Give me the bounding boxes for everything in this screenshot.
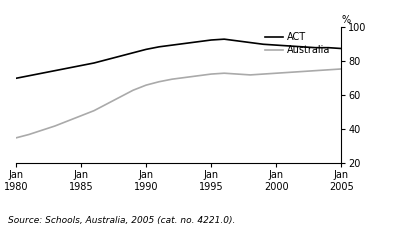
Australia: [52, 125, 57, 127]
ACT: [92, 62, 96, 64]
ACT: [13, 77, 18, 80]
ACT: [170, 44, 175, 47]
ACT: [105, 58, 110, 61]
Australia: [105, 102, 110, 105]
ACT: [40, 72, 44, 74]
ACT: [313, 46, 318, 49]
ACT: [222, 38, 227, 40]
ACT: [27, 74, 31, 77]
Australia: [248, 74, 252, 76]
ACT: [157, 45, 162, 48]
Australia: [118, 96, 122, 98]
Australia: [66, 119, 70, 122]
Australia: [144, 84, 148, 86]
Australia: [183, 76, 187, 79]
ACT: [52, 69, 57, 72]
Australia: [261, 73, 266, 75]
Australia: [170, 78, 175, 81]
ACT: [300, 45, 305, 48]
Australia: [326, 69, 331, 71]
ACT: [274, 44, 279, 47]
Australia: [287, 71, 292, 74]
Australia: [27, 133, 31, 136]
Australia: [313, 69, 318, 72]
ACT: [131, 51, 135, 54]
Australia: [222, 72, 227, 74]
ACT: [79, 64, 83, 67]
ACT: [209, 39, 214, 41]
Australia: [196, 74, 200, 77]
ACT: [248, 41, 252, 44]
ACT: [144, 48, 148, 51]
Australia: [274, 72, 279, 74]
ACT: [183, 42, 187, 45]
Australia: [209, 73, 214, 75]
ACT: [339, 47, 344, 50]
Australia: [300, 70, 305, 73]
Australia: [92, 109, 96, 112]
Australia: [339, 68, 344, 70]
ACT: [261, 43, 266, 46]
ACT: [118, 55, 122, 57]
Australia: [131, 89, 135, 91]
Text: Source: Schools, Australia, 2005 (cat. no. 4221.0).: Source: Schools, Australia, 2005 (cat. n…: [8, 216, 235, 225]
ACT: [196, 40, 200, 43]
Legend: ACT, Australia: ACT, Australia: [265, 32, 330, 55]
ACT: [66, 67, 70, 69]
Line: Australia: Australia: [16, 69, 341, 138]
ACT: [287, 44, 292, 47]
Australia: [79, 114, 83, 117]
ACT: [235, 39, 240, 42]
Australia: [40, 129, 44, 132]
Text: %: %: [341, 15, 351, 25]
Australia: [13, 136, 18, 139]
Line: ACT: ACT: [16, 39, 341, 78]
Australia: [157, 80, 162, 83]
ACT: [326, 46, 331, 49]
Australia: [235, 73, 240, 75]
